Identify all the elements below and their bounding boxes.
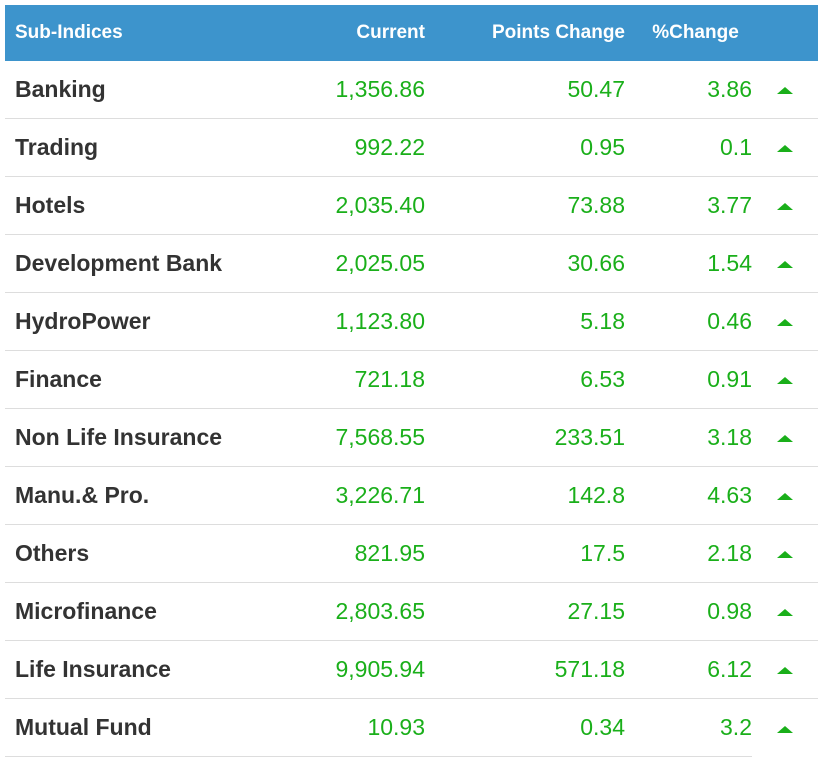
up-arrow-icon: [777, 493, 793, 501]
sub-index-name: Finance: [5, 350, 265, 409]
sub-index-name: Non Life Insurance: [5, 408, 265, 467]
points-change-value: 30.66: [425, 234, 625, 293]
sub-index-name: Microfinance: [5, 582, 265, 641]
table-row[interactable]: HydroPower 1,123.80 5.18 0.46: [5, 292, 818, 351]
sub-index-name: Hotels: [5, 176, 265, 235]
points-change-value: 6.53: [425, 350, 625, 409]
current-value: 1,356.86: [265, 61, 425, 119]
direction-cell: [752, 408, 818, 467]
sub-indices-table-container: Sub-Indices Current Points Change %Chang…: [5, 5, 818, 757]
pct-change-value: 3.18: [625, 408, 752, 467]
direction-cell: [752, 466, 818, 525]
up-arrow-icon: [777, 667, 793, 675]
pct-change-value: 2.18: [625, 524, 752, 583]
points-change-value: 27.15: [425, 582, 625, 641]
current-value: 1,123.80: [265, 292, 425, 351]
points-change-value: 0.34: [425, 698, 625, 757]
points-change-value: 73.88: [425, 176, 625, 235]
points-change-value: 142.8: [425, 466, 625, 525]
points-change-value: 5.18: [425, 292, 625, 351]
pct-change-value: 3.86: [625, 61, 752, 119]
direction-cell: [752, 524, 818, 583]
pct-change-value: 0.98: [625, 582, 752, 641]
current-value: 721.18: [265, 350, 425, 409]
direction-cell: [752, 118, 818, 177]
pct-change-value: 3.77: [625, 176, 752, 235]
column-header-points-change[interactable]: Points Change: [425, 5, 625, 61]
direction-cell: [752, 699, 818, 757]
pct-change-value: 3.2: [625, 698, 752, 757]
direction-cell: [752, 176, 818, 235]
direction-cell: [752, 234, 818, 293]
direction-cell: [752, 292, 818, 351]
sub-index-name: HydroPower: [5, 292, 265, 351]
sub-indices-table: Sub-Indices Current Points Change %Chang…: [5, 5, 818, 757]
current-value: 9,905.94: [265, 640, 425, 699]
points-change-value: 50.47: [425, 61, 625, 119]
up-arrow-icon: [777, 203, 793, 211]
current-value: 7,568.55: [265, 408, 425, 467]
table-row[interactable]: Finance 721.18 6.53 0.91: [5, 350, 818, 409]
current-value: 10.93: [265, 698, 425, 757]
table-row[interactable]: Banking 1,356.86 50.47 3.86: [5, 61, 818, 119]
table-header-row: Sub-Indices Current Points Change %Chang…: [5, 5, 818, 61]
direction-cell: [752, 582, 818, 641]
table-row[interactable]: Development Bank 2,025.05 30.66 1.54: [5, 234, 818, 293]
up-arrow-icon: [777, 377, 793, 385]
table-row[interactable]: Others 821.95 17.5 2.18: [5, 524, 818, 583]
sub-index-name: Banking: [5, 61, 265, 119]
up-arrow-icon: [777, 87, 793, 95]
current-value: 821.95: [265, 524, 425, 583]
current-value: 2,025.05: [265, 234, 425, 293]
points-change-value: 0.95: [425, 118, 625, 177]
current-value: 2,035.40: [265, 176, 425, 235]
table-row[interactable]: Microfinance 2,803.65 27.15 0.98: [5, 582, 818, 641]
sub-index-name: Mutual Fund: [5, 698, 265, 757]
table-row[interactable]: Manu.& Pro. 3,226.71 142.8 4.63: [5, 466, 818, 525]
sub-index-name: Development Bank: [5, 234, 265, 293]
column-header-pct-change[interactable]: %Change: [625, 5, 752, 61]
points-change-value: 571.18: [425, 640, 625, 699]
table-row[interactable]: Trading 992.22 0.95 0.1: [5, 118, 818, 177]
current-value: 992.22: [265, 118, 425, 177]
column-header-direction: [752, 5, 818, 61]
sub-index-name: Life Insurance: [5, 640, 265, 699]
table-row[interactable]: Mutual Fund 10.93 0.34 3.2: [5, 698, 818, 757]
pct-change-value: 0.1: [625, 118, 752, 177]
direction-cell: [752, 350, 818, 409]
table-row[interactable]: Life Insurance 9,905.94 571.18 6.12: [5, 640, 818, 699]
up-arrow-icon: [777, 725, 793, 733]
table-row[interactable]: Hotels 2,035.40 73.88 3.77: [5, 176, 818, 235]
pct-change-value: 0.46: [625, 292, 752, 351]
column-header-sub-indices[interactable]: Sub-Indices: [5, 5, 265, 61]
column-header-current[interactable]: Current: [265, 5, 425, 61]
current-value: 3,226.71: [265, 466, 425, 525]
current-value: 2,803.65: [265, 582, 425, 641]
up-arrow-icon: [777, 551, 793, 559]
table-row[interactable]: Non Life Insurance 7,568.55 233.51 3.18: [5, 408, 818, 467]
direction-cell: [752, 640, 818, 699]
pct-change-value: 1.54: [625, 234, 752, 293]
up-arrow-icon: [777, 145, 793, 153]
direction-cell: [752, 61, 818, 119]
points-change-value: 233.51: [425, 408, 625, 467]
pct-change-value: 4.63: [625, 466, 752, 525]
pct-change-value: 0.91: [625, 350, 752, 409]
table-body: Banking 1,356.86 50.47 3.86 Trading 992.22 0.9…: [5, 61, 818, 757]
pct-change-value: 6.12: [625, 640, 752, 699]
sub-index-name: Others: [5, 524, 265, 583]
up-arrow-icon: [777, 319, 793, 327]
sub-index-name: Trading: [5, 118, 265, 177]
sub-index-name: Manu.& Pro.: [5, 466, 265, 525]
up-arrow-icon: [777, 261, 793, 269]
up-arrow-icon: [777, 609, 793, 617]
up-arrow-icon: [777, 435, 793, 443]
points-change-value: 17.5: [425, 524, 625, 583]
